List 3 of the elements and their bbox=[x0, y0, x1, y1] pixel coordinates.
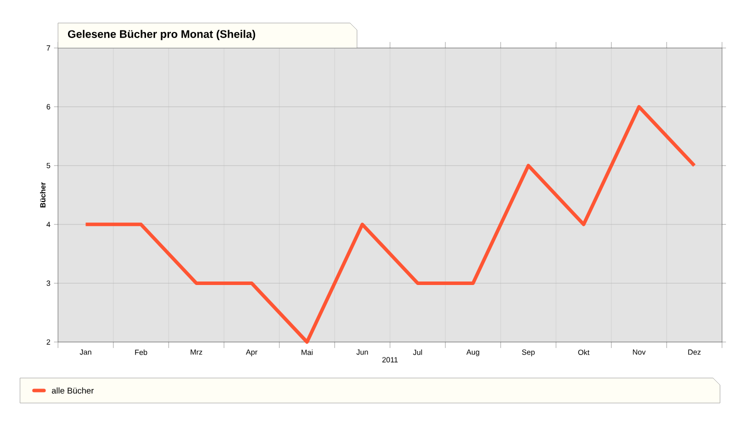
chart-title: Gelesene Bücher pro Monat (Sheila) bbox=[68, 30, 256, 40]
legend-label: alle Bücher bbox=[52, 387, 94, 394]
line-series bbox=[84, 105, 696, 344]
